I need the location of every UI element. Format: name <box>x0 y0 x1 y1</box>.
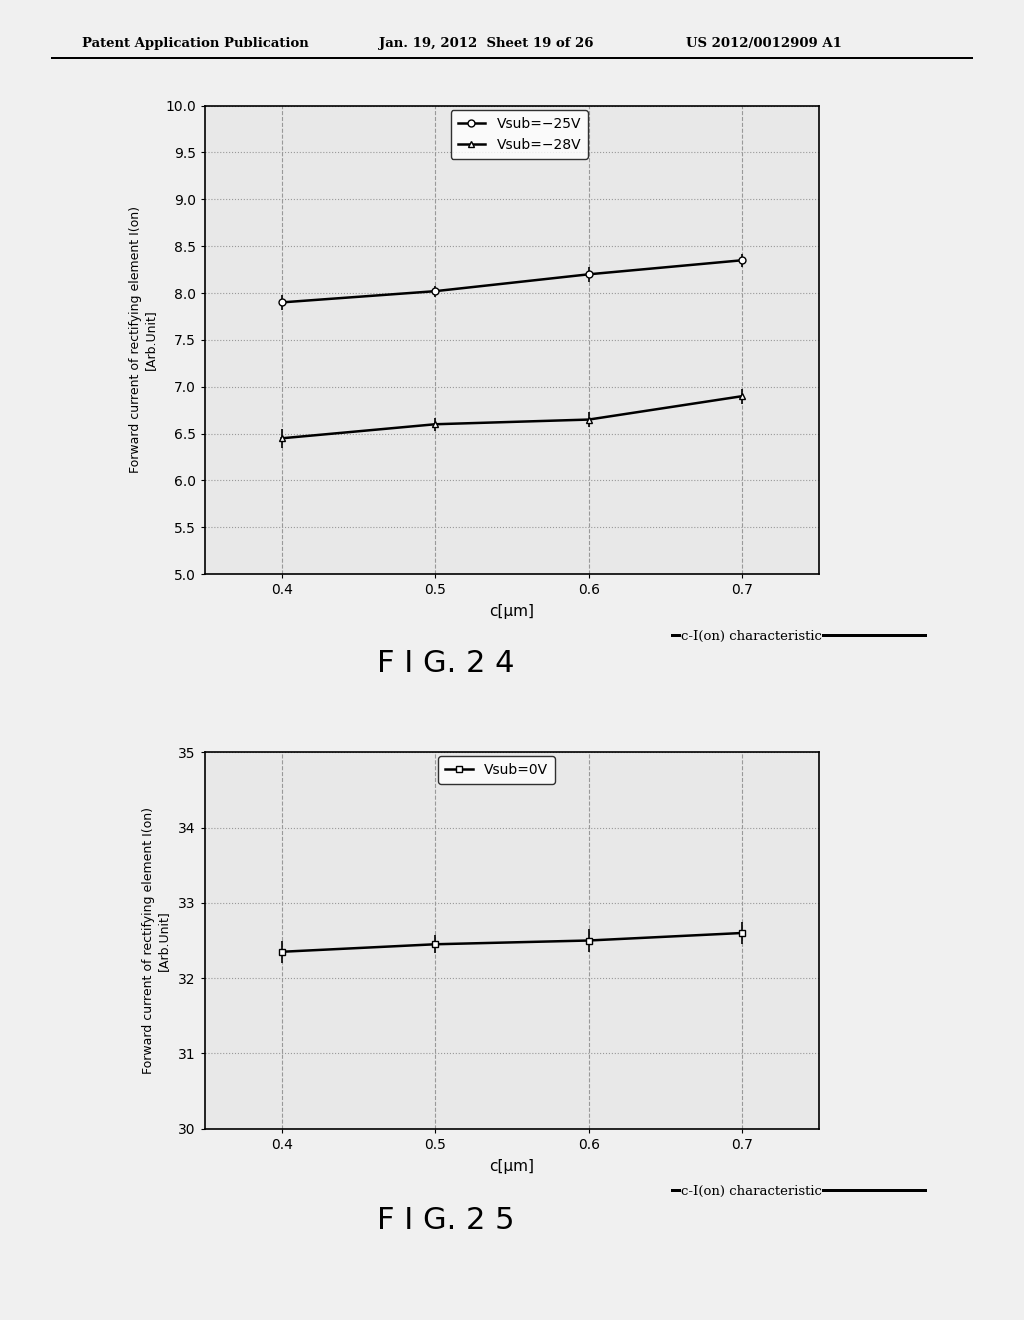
X-axis label: c[μm]: c[μm] <box>489 1159 535 1173</box>
Legend: Vsub=0V: Vsub=0V <box>438 756 555 784</box>
Y-axis label: Forward current of rectifying element I(on)
[Arb.Unit]: Forward current of rectifying element I(… <box>141 807 170 1074</box>
Text: c-I(on) characteristic: c-I(on) characteristic <box>681 1185 822 1199</box>
Legend: Vsub=−25V, Vsub=−28V: Vsub=−25V, Vsub=−28V <box>451 111 588 160</box>
Text: US 2012/0012909 A1: US 2012/0012909 A1 <box>686 37 842 50</box>
Text: F I G. 2 4: F I G. 2 4 <box>377 649 514 678</box>
X-axis label: c[μm]: c[μm] <box>489 605 535 619</box>
Text: c-I(on) characteristic: c-I(on) characteristic <box>681 630 822 643</box>
Y-axis label: Forward current of rectifying element I(on)
[Arb.Unit]: Forward current of rectifying element I(… <box>129 206 157 474</box>
Text: Patent Application Publication: Patent Application Publication <box>82 37 308 50</box>
Text: Jan. 19, 2012  Sheet 19 of 26: Jan. 19, 2012 Sheet 19 of 26 <box>379 37 593 50</box>
Text: F I G. 2 5: F I G. 2 5 <box>377 1206 514 1236</box>
